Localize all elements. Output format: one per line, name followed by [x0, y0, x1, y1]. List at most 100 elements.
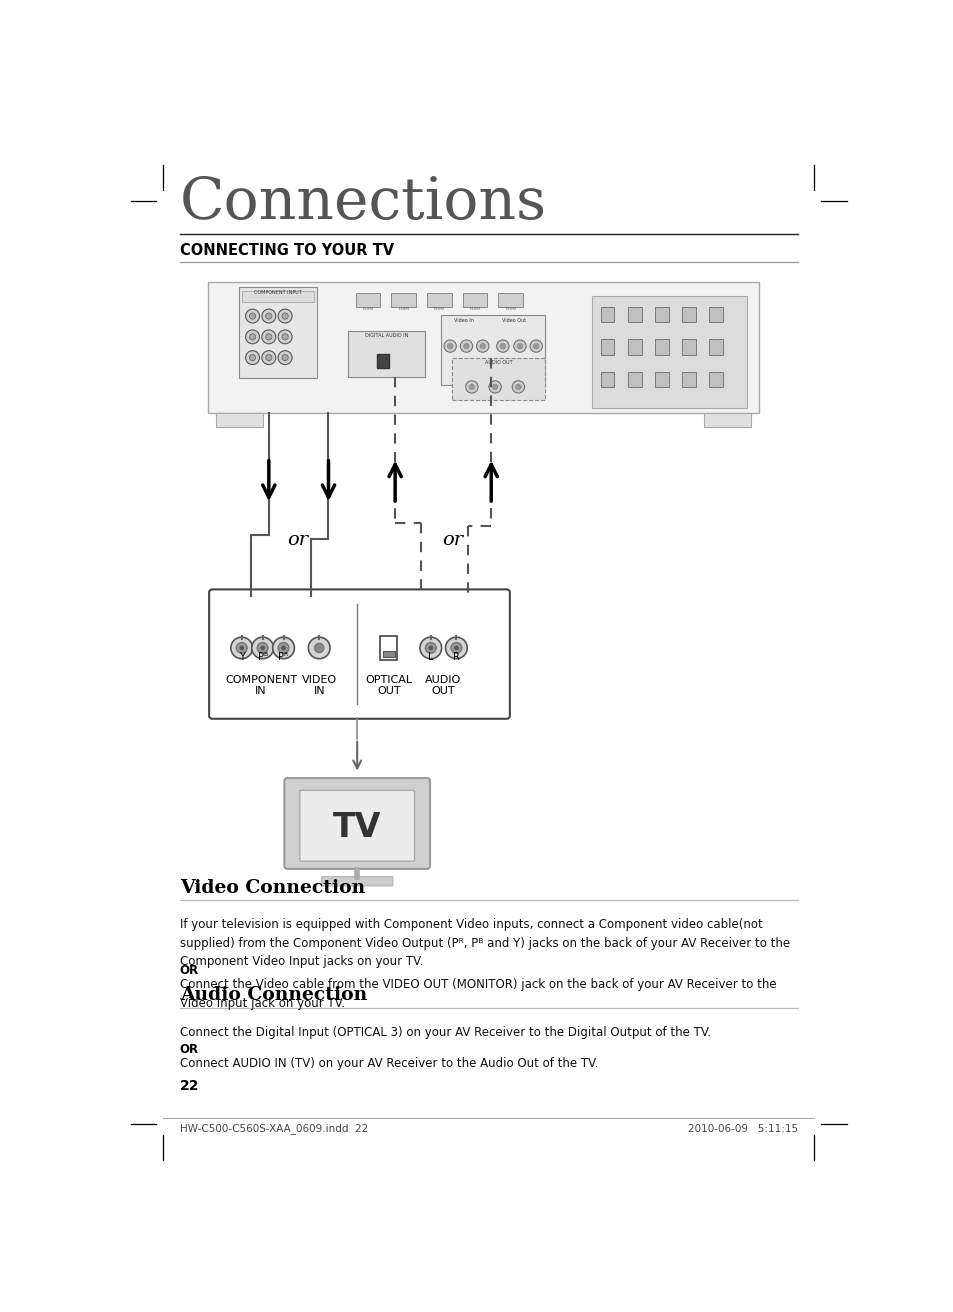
- Circle shape: [492, 384, 497, 390]
- Bar: [703, 413, 750, 426]
- Bar: [462, 293, 487, 307]
- FancyBboxPatch shape: [284, 778, 430, 869]
- Bar: [681, 371, 695, 387]
- Circle shape: [282, 314, 288, 319]
- Circle shape: [425, 643, 436, 653]
- Circle shape: [245, 329, 259, 344]
- Circle shape: [454, 646, 457, 649]
- Bar: [452, 358, 545, 400]
- Bar: [654, 340, 668, 354]
- Text: HDMI: HDMI: [398, 307, 409, 311]
- Bar: [216, 413, 262, 426]
- Bar: [627, 340, 641, 354]
- Text: OPTICAL
OUT: OPTICAL OUT: [365, 674, 412, 697]
- Bar: [627, 307, 641, 323]
- Text: Video Out: Video Out: [502, 318, 526, 323]
- Circle shape: [252, 638, 274, 659]
- Circle shape: [445, 638, 467, 659]
- Bar: [382, 651, 395, 657]
- Text: or: or: [441, 531, 462, 550]
- Bar: [599, 371, 614, 387]
- Circle shape: [497, 340, 509, 352]
- Bar: [654, 371, 668, 387]
- Text: HDMI: HDMI: [469, 307, 480, 311]
- Bar: [708, 371, 722, 387]
- Circle shape: [260, 646, 264, 649]
- Text: L: L: [428, 652, 433, 661]
- Circle shape: [447, 344, 453, 349]
- Bar: [592, 297, 746, 408]
- Circle shape: [278, 329, 292, 344]
- Circle shape: [517, 344, 522, 349]
- FancyBboxPatch shape: [321, 876, 393, 886]
- Text: AUDIO
OUT: AUDIO OUT: [425, 674, 461, 697]
- Circle shape: [516, 384, 520, 390]
- Text: COMPONENT
IN: COMPONENT IN: [225, 674, 296, 697]
- Bar: [599, 340, 614, 354]
- Circle shape: [469, 384, 474, 390]
- Circle shape: [308, 638, 330, 659]
- Text: OR: OR: [179, 964, 198, 977]
- Circle shape: [231, 638, 253, 659]
- Text: HDMI: HDMI: [505, 307, 516, 311]
- Bar: [242, 291, 314, 302]
- Bar: [348, 331, 425, 377]
- Circle shape: [451, 643, 461, 653]
- Circle shape: [530, 340, 542, 352]
- Bar: [377, 354, 389, 367]
- Text: 2010-06-09   5:11:15: 2010-06-09 5:11:15: [687, 1124, 798, 1134]
- Bar: [681, 307, 695, 323]
- Text: 22: 22: [179, 1078, 199, 1093]
- Circle shape: [249, 314, 255, 319]
- Bar: [355, 293, 380, 307]
- FancyBboxPatch shape: [299, 790, 415, 861]
- Text: HDMI: HDMI: [362, 307, 373, 311]
- Bar: [239, 287, 316, 378]
- Text: Audio Connection: Audio Connection: [179, 987, 367, 1005]
- Circle shape: [273, 638, 294, 659]
- Circle shape: [314, 643, 323, 652]
- Circle shape: [429, 646, 433, 649]
- Text: Connect the Digital Input (OPTICAL 3) on your AV Receiver to the Digital Output : Connect the Digital Input (OPTICAL 3) on…: [179, 1026, 710, 1039]
- Text: Video In: Video In: [454, 318, 474, 323]
- Text: OR: OR: [179, 1043, 198, 1056]
- Text: or: or: [287, 531, 308, 550]
- Text: COMPONENT INPUT: COMPONENT INPUT: [254, 290, 302, 295]
- Text: Connect the Video cable from the VIDEO OUT (MONITOR) jack on the back of your AV: Connect the Video cable from the VIDEO O…: [179, 979, 776, 1010]
- Circle shape: [261, 310, 275, 323]
- Text: HDMI: HDMI: [434, 307, 444, 311]
- Circle shape: [533, 344, 538, 349]
- Text: Connections: Connections: [179, 174, 546, 231]
- Circle shape: [266, 314, 272, 319]
- Circle shape: [463, 344, 469, 349]
- Circle shape: [282, 354, 288, 361]
- Text: Y: Y: [238, 652, 244, 661]
- Circle shape: [465, 380, 477, 394]
- Bar: [380, 635, 397, 660]
- Bar: [427, 293, 452, 307]
- Bar: [599, 307, 614, 323]
- Circle shape: [282, 333, 288, 340]
- Circle shape: [236, 643, 247, 653]
- Circle shape: [278, 350, 292, 365]
- Circle shape: [459, 340, 472, 352]
- Circle shape: [512, 380, 524, 394]
- Circle shape: [278, 643, 289, 653]
- Circle shape: [266, 333, 272, 340]
- Text: AUDIO OUT: AUDIO OUT: [485, 361, 513, 365]
- Circle shape: [419, 638, 441, 659]
- Text: TV: TV: [333, 811, 381, 844]
- Circle shape: [513, 340, 525, 352]
- Text: Pᴮ: Pᴮ: [257, 652, 268, 661]
- Bar: [497, 293, 522, 307]
- Circle shape: [278, 310, 292, 323]
- Circle shape: [249, 354, 255, 361]
- Circle shape: [266, 354, 272, 361]
- Circle shape: [443, 340, 456, 352]
- Text: Connect AUDIO IN (TV) on your AV Receiver to the Audio Out of the TV.: Connect AUDIO IN (TV) on your AV Receive…: [179, 1056, 598, 1069]
- Circle shape: [261, 329, 275, 344]
- Bar: [654, 307, 668, 323]
- Text: CONNECTING TO YOUR TV: CONNECTING TO YOUR TV: [179, 243, 394, 257]
- Circle shape: [261, 350, 275, 365]
- Text: Pᴿ: Pᴿ: [278, 652, 289, 661]
